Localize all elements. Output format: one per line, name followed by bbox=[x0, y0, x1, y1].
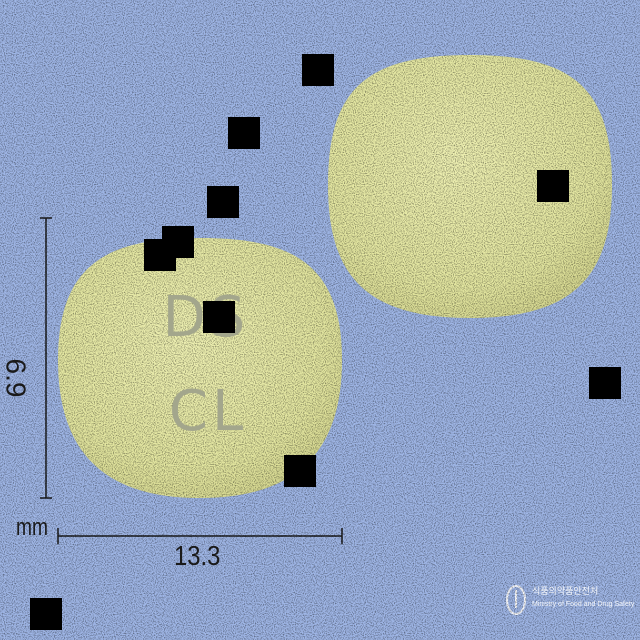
watermark-line-1: 식품의약품안전처 bbox=[532, 586, 599, 596]
occlusion-square bbox=[302, 54, 334, 86]
occlusion-square bbox=[284, 455, 316, 487]
occlusion-square bbox=[207, 186, 239, 218]
occlusion-square bbox=[144, 239, 176, 271]
occlusion-square bbox=[228, 117, 260, 149]
watermark-text: 식품의약품안전처 Ministry of Food and Drug Safet… bbox=[532, 585, 634, 611]
width-label: 13.3 bbox=[174, 540, 221, 571]
occlusion-square bbox=[589, 367, 621, 399]
unit-label: mm bbox=[16, 514, 48, 541]
occlusion-square bbox=[203, 301, 235, 333]
occlusion-square bbox=[30, 598, 62, 630]
imprint-line-2: CL bbox=[168, 379, 248, 444]
watermark-line-2: Ministry of Food and Drug Safety bbox=[532, 601, 635, 608]
height-label: 6.9 bbox=[0, 358, 32, 398]
occlusion-square bbox=[537, 170, 569, 202]
